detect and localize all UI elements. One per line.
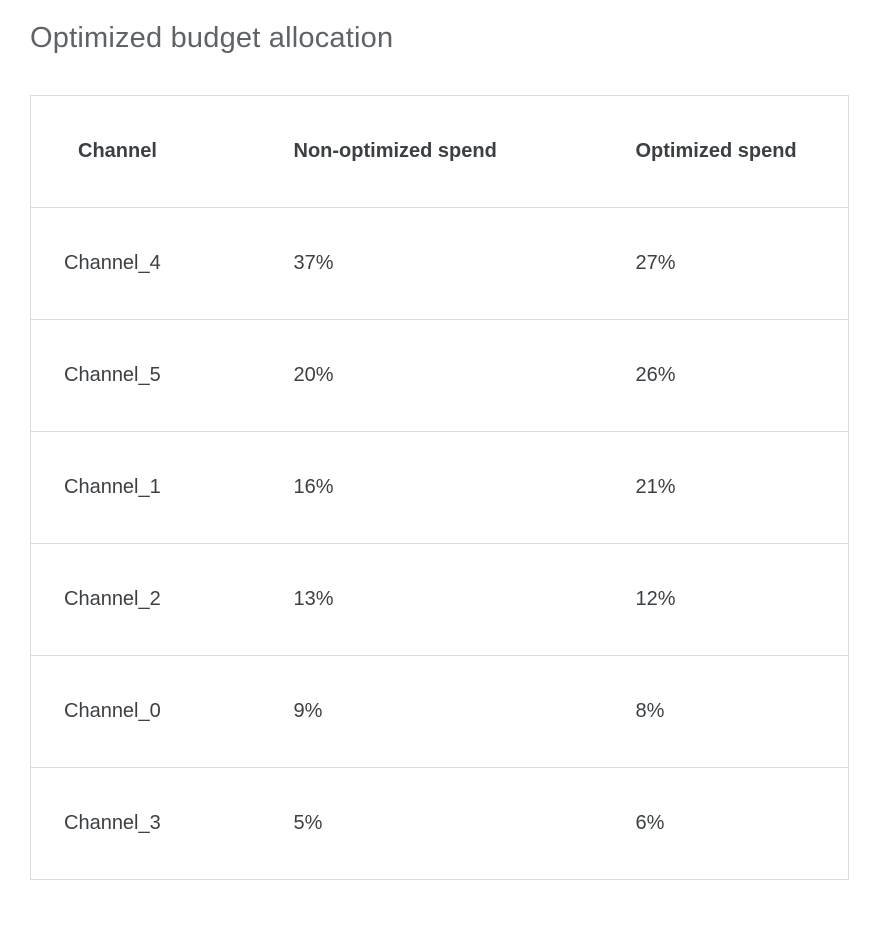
cell-non-optimized-spend: 16% xyxy=(260,431,603,544)
cell-non-optimized-spend: 37% xyxy=(260,207,603,320)
table-header-row: Channel Non-optimized spend Optimized sp… xyxy=(30,95,849,208)
column-header-optimized-spend: Optimized spend xyxy=(602,95,849,208)
cell-channel: Channel_2 xyxy=(30,543,261,656)
cell-optimized-spend: 6% xyxy=(602,767,849,880)
table-row: Channel_1 16% 21% xyxy=(30,431,849,544)
budget-allocation-table: Channel Non-optimized spend Optimized sp… xyxy=(30,95,849,880)
table-row: Channel_5 20% 26% xyxy=(30,319,849,432)
cell-channel: Channel_3 xyxy=(30,767,261,880)
cell-optimized-spend: 21% xyxy=(602,431,849,544)
table-body: Channel_4 37% 27% Channel_5 20% 26% Channel_1 1… xyxy=(30,207,849,880)
cell-non-optimized-spend: 5% xyxy=(260,767,603,880)
cell-optimized-spend: 12% xyxy=(602,543,849,656)
table-row: Channel_4 37% 27% xyxy=(30,207,849,320)
cell-non-optimized-spend: 20% xyxy=(260,319,603,432)
cell-optimized-spend: 8% xyxy=(602,655,849,768)
cell-non-optimized-spend: 9% xyxy=(260,655,603,768)
cell-optimized-spend: 27% xyxy=(602,207,849,320)
page-title: Optimized budget allocation xyxy=(30,22,394,54)
column-header-non-optimized-spend: Non-optimized spend xyxy=(260,95,603,208)
cell-channel: Channel_4 xyxy=(30,207,261,320)
cell-non-optimized-spend: 13% xyxy=(260,543,603,656)
cell-channel: Channel_1 xyxy=(30,431,261,544)
cell-optimized-spend: 26% xyxy=(602,319,849,432)
table-row: Channel_2 13% 12% xyxy=(30,543,849,656)
column-header-channel: Channel xyxy=(30,95,261,208)
table-header: Channel Non-optimized spend Optimized sp… xyxy=(30,95,849,208)
cell-channel: Channel_5 xyxy=(30,319,261,432)
table-row: Channel_3 5% 6% xyxy=(30,767,849,880)
table-row: Channel_0 9% 8% xyxy=(30,655,849,768)
cell-channel: Channel_0 xyxy=(30,655,261,768)
